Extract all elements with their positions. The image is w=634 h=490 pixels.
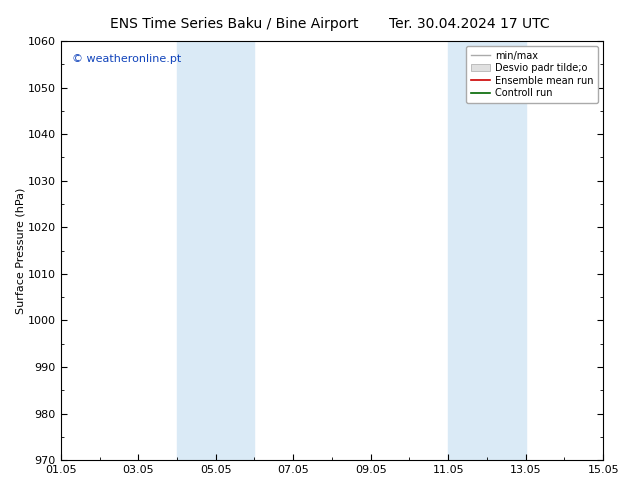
Y-axis label: Surface Pressure (hPa): Surface Pressure (hPa) bbox=[15, 187, 25, 314]
Text: © weatheronline.pt: © weatheronline.pt bbox=[72, 53, 181, 64]
Legend: min/max, Desvio padr tilde;o, Ensemble mean run, Controll run: min/max, Desvio padr tilde;o, Ensemble m… bbox=[466, 46, 598, 103]
Text: ENS Time Series Baku / Bine Airport: ENS Time Series Baku / Bine Airport bbox=[110, 17, 359, 31]
Text: Ter. 30.04.2024 17 UTC: Ter. 30.04.2024 17 UTC bbox=[389, 17, 550, 31]
Bar bbox=[448, 41, 526, 460]
Bar bbox=[177, 41, 254, 460]
